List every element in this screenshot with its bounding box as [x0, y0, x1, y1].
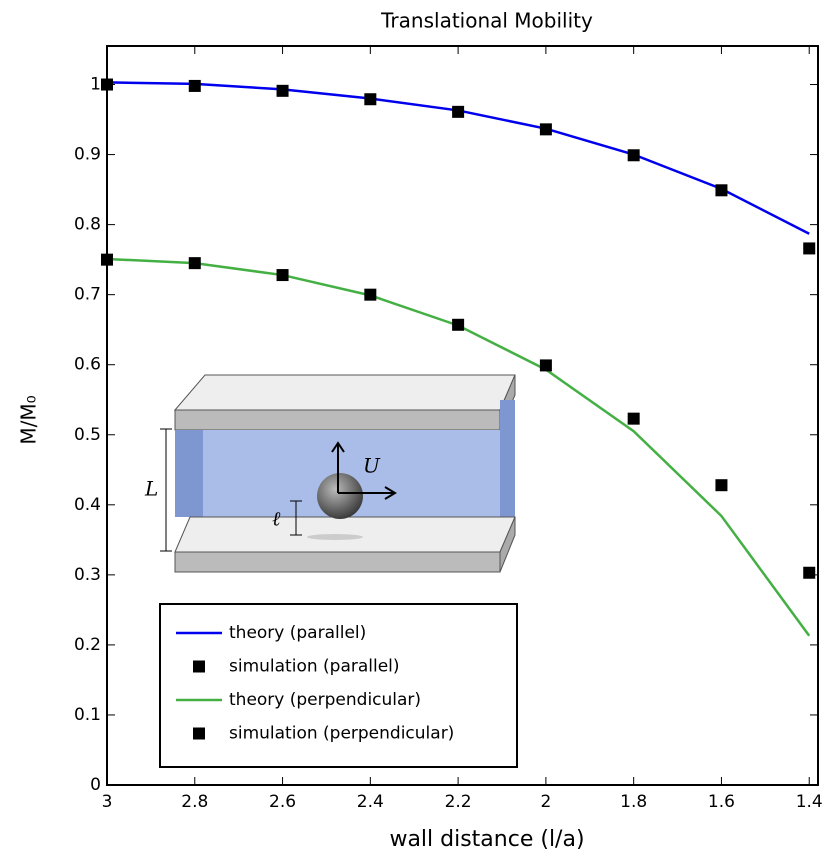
series-line — [106, 81, 810, 235]
x-tick-label: 2.4 — [357, 792, 384, 812]
annotation: L — [144, 477, 158, 501]
marker — [539, 123, 552, 136]
marker — [539, 359, 552, 372]
y-tick-label: 0.3 — [74, 565, 101, 585]
inset-diagram — [160, 374, 516, 573]
x-tick-label: 3 — [102, 792, 113, 812]
marker — [188, 257, 201, 270]
legend-label: simulation (parallel) — [229, 657, 400, 677]
y-tick-label: 0.7 — [74, 285, 101, 305]
marker — [452, 318, 465, 331]
x-tick-label: 2.2 — [445, 792, 472, 812]
legend-label: theory (parallel) — [229, 623, 366, 643]
legend — [159, 603, 518, 768]
marker — [364, 288, 377, 301]
y-tick-label: 0 — [90, 775, 101, 795]
marker — [452, 105, 465, 118]
x-tick-label: 1.4 — [796, 792, 823, 812]
y-tick-label: 0.1 — [74, 705, 101, 725]
marker — [627, 149, 640, 162]
x-tick-label: 1.6 — [708, 792, 735, 812]
y-tick-label: 0.8 — [74, 215, 101, 235]
x-tick-label: 2.6 — [269, 792, 296, 812]
y-axis-label: M/M₀ — [17, 395, 41, 444]
y-tick-label: 0.5 — [74, 425, 101, 445]
marker — [715, 479, 728, 492]
chart-title: Translational Mobility — [380, 9, 593, 33]
marker — [803, 242, 816, 255]
plot-frame — [106, 45, 819, 786]
y-tick-label: 0.9 — [74, 145, 101, 165]
x-tick-label: 1.8 — [620, 792, 647, 812]
x-tick-label: 2.8 — [181, 792, 208, 812]
annotation: ℓ — [272, 507, 281, 531]
y-tick-label: 1 — [90, 75, 101, 95]
x-axis-label: wall distance (l/a) — [389, 827, 584, 852]
y-tick-label: 0.6 — [74, 355, 101, 375]
marker — [188, 79, 201, 92]
legend-marker — [193, 660, 205, 673]
annotation: U — [363, 454, 381, 478]
marker — [364, 93, 377, 106]
x-tick-label: 2 — [540, 792, 551, 812]
legend-label: simulation (perpendicular) — [229, 724, 454, 744]
marker — [627, 412, 640, 425]
marker — [276, 84, 289, 97]
y-tick-label: 0.4 — [74, 495, 101, 515]
marker — [715, 184, 728, 197]
marker — [803, 566, 816, 579]
legend-marker — [193, 727, 205, 740]
legend-label: theory (perpendicular) — [229, 690, 421, 710]
marker — [276, 269, 289, 282]
y-tick-label: 0.2 — [74, 635, 101, 655]
